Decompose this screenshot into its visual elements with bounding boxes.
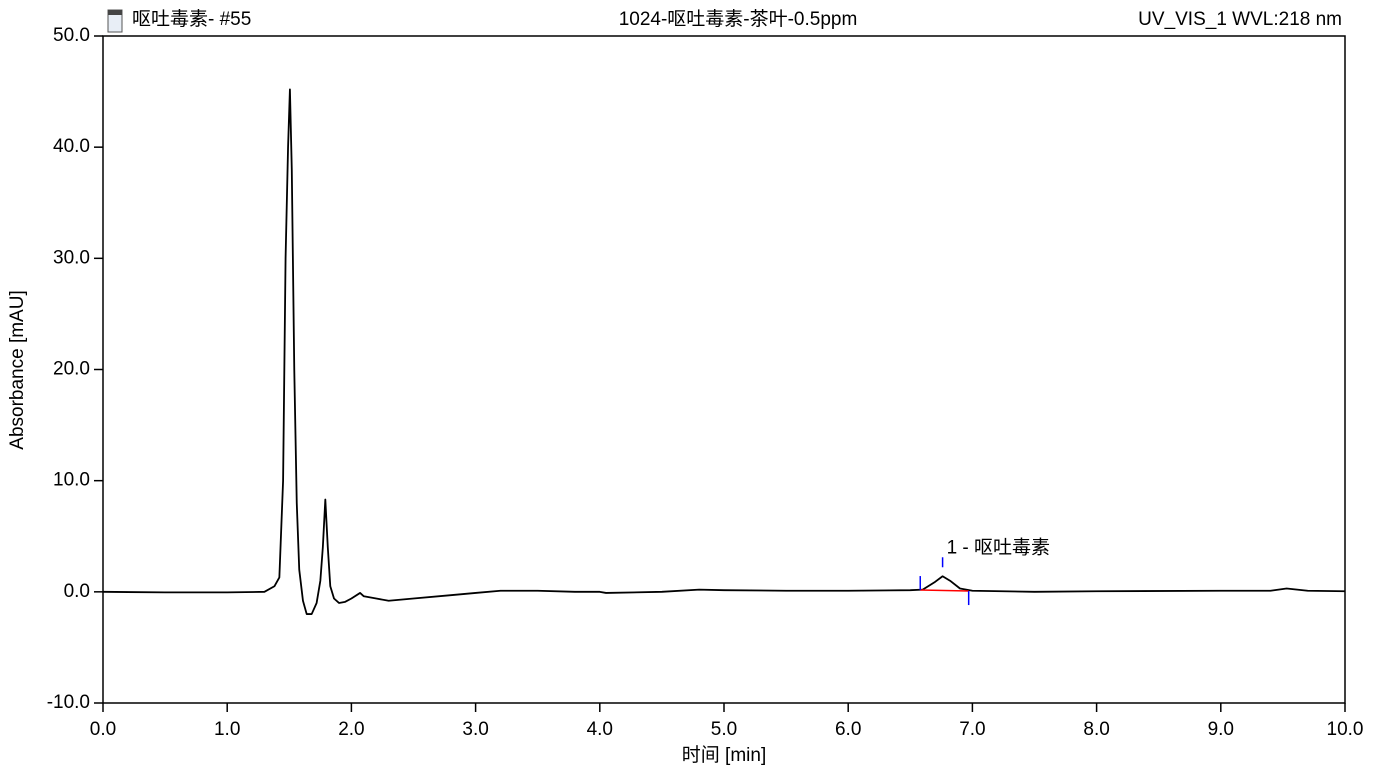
x-tick-label: 7.0 [959, 719, 985, 740]
y-tick-label: 10.0 [53, 470, 90, 491]
x-tick-label: 8.0 [1083, 719, 1109, 740]
x-axis-label: 时间 [min] [682, 744, 766, 766]
y-tick-label: 30.0 [53, 247, 90, 268]
y-tick-label: 40.0 [53, 136, 90, 157]
sample-name: 呕吐毒素- #55 [132, 8, 251, 30]
x-tick-label: 2.0 [338, 719, 364, 740]
peak-label: 1 - 呕吐毒素 [947, 536, 1050, 558]
y-tick-label: -10.0 [47, 692, 90, 713]
y-axis-label: Absorbance [mAU] [7, 290, 28, 449]
y-tick-label: 0.0 [64, 581, 90, 602]
chromatogram-line [102, 88, 1346, 615]
x-tick-label: 4.0 [587, 719, 613, 740]
x-tick-label: 3.0 [462, 719, 488, 740]
file-icon-top [108, 10, 122, 15]
channel-label: UV_VIS_1 WVL:218 nm [1138, 9, 1342, 30]
x-tick-label: 6.0 [835, 719, 861, 740]
x-tick-label: 1.0 [214, 719, 240, 740]
x-tick-label: 0.0 [90, 719, 116, 740]
y-tick-label: 50.0 [53, 25, 90, 46]
peak-baseline [920, 589, 969, 592]
chart-title: 1024-呕吐毒素-茶叶-0.5ppm [619, 8, 858, 30]
y-tick-label: 20.0 [53, 359, 90, 380]
x-tick-label: 9.0 [1208, 719, 1234, 740]
x-tick-label: 10.0 [1327, 719, 1364, 740]
x-tick-label: 5.0 [711, 719, 737, 740]
